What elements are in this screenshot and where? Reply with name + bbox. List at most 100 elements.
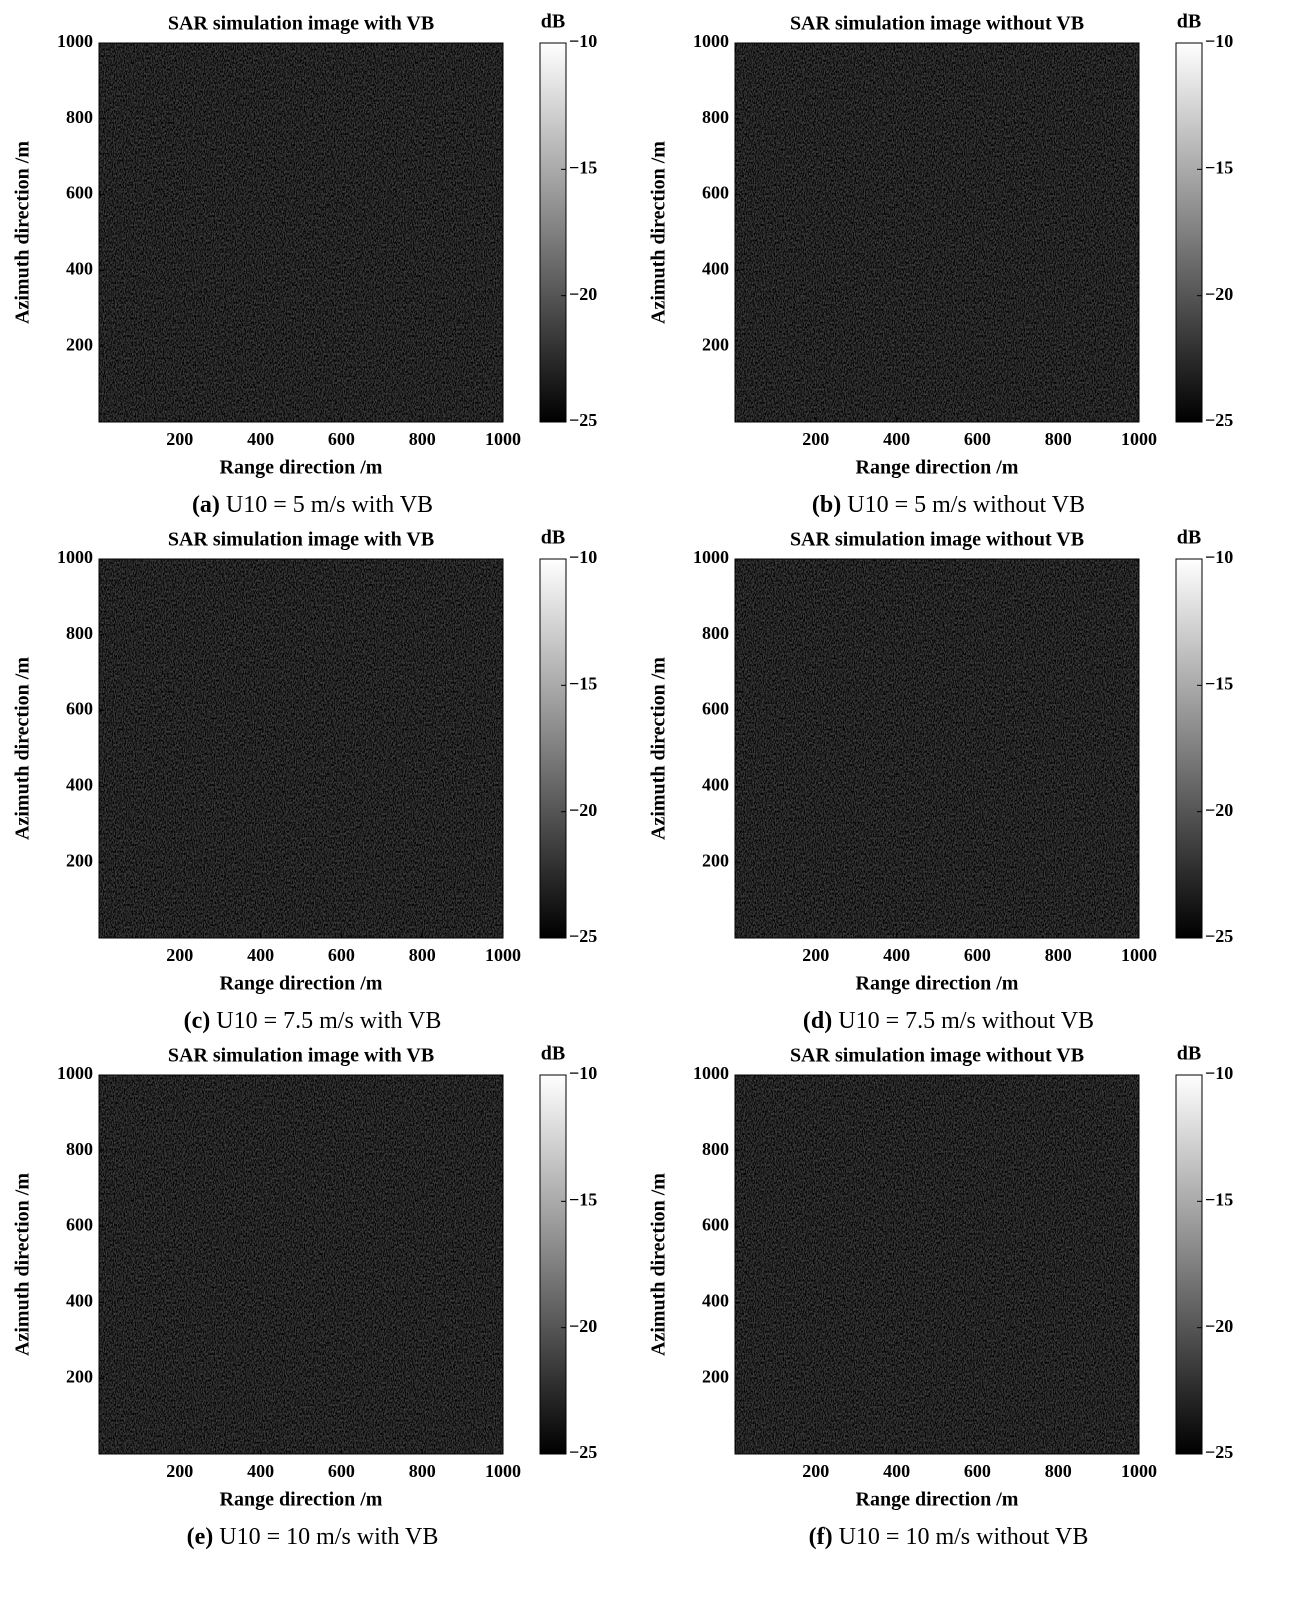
colorbar-tick-label: −15 <box>1205 157 1233 177</box>
axes-box <box>734 1074 1140 1455</box>
colorbar-tick-label: −20 <box>1205 800 1233 820</box>
x-axis-label: Range direction /m <box>856 1489 1019 1511</box>
x-axis-label: Range direction /m <box>220 457 383 479</box>
y-tick-label: 800 <box>702 623 729 643</box>
colorbar-tick-label: −20 <box>1205 284 1233 304</box>
x-tick-label: 1000 <box>1121 429 1157 449</box>
colorbar <box>1175 42 1203 423</box>
colorbar-tick-label: −20 <box>569 1316 597 1336</box>
colorbar <box>1175 1074 1203 1455</box>
caption: (c) U10 = 7.5 m/s with VB <box>184 1008 442 1034</box>
y-tick-label: 200 <box>702 850 729 870</box>
colorbar-tick-label: −10 <box>1205 1063 1233 1083</box>
caption: (e) U10 = 10 m/s with VB <box>187 1524 439 1550</box>
colorbar-tick-label: −15 <box>569 673 597 693</box>
colorbar-tick-label: −10 <box>569 1063 597 1083</box>
y-tick-label: 800 <box>66 1139 93 1159</box>
x-tick-label: 1000 <box>1121 945 1157 965</box>
y-tick-label: 600 <box>66 183 93 203</box>
chart-title: SAR simulation image with VB <box>168 13 434 35</box>
y-axis-label: Azimuth direction /m <box>648 657 670 840</box>
x-tick-label: 400 <box>883 429 910 449</box>
y-tick-label: 200 <box>66 850 93 870</box>
colorbar-tick-label: −25 <box>1205 1442 1233 1462</box>
y-tick-label: 200 <box>702 334 729 354</box>
colorbar-tick-label: −10 <box>1205 31 1233 51</box>
y-tick-label: 800 <box>702 1139 729 1159</box>
y-tick-label: 600 <box>702 183 729 203</box>
y-tick-label: 600 <box>66 699 93 719</box>
sar-image <box>99 1075 503 1454</box>
panel: SAR simulation image with VB 200 400 600 800… <box>12 1043 598 1550</box>
x-tick-label: 1000 <box>485 945 521 965</box>
colorbar-label: dB <box>1177 527 1201 549</box>
y-tick-label: 600 <box>66 1215 93 1235</box>
y-tick-label: 1000 <box>57 547 93 567</box>
x-tick-label: 1000 <box>1121 1461 1157 1481</box>
sar-image <box>99 43 503 422</box>
axes-box <box>98 42 504 423</box>
colorbar-tick-label: −20 <box>1205 1316 1233 1336</box>
colorbar-tick-label: −10 <box>569 547 597 567</box>
colorbar <box>539 1074 567 1455</box>
caption-text: U10 = 10 m/s without VB <box>839 1524 1089 1550</box>
axes-box <box>734 42 1140 423</box>
y-tick-label: 1000 <box>57 1063 93 1083</box>
x-tick-label: 600 <box>328 429 355 449</box>
x-tick-label: 800 <box>409 945 436 965</box>
colorbar-tick-label: −25 <box>1205 410 1233 430</box>
panel: SAR simulation image without VB 200 400 600… <box>648 11 1234 518</box>
x-tick-label: 200 <box>166 429 193 449</box>
colorbar-label: dB <box>541 527 565 549</box>
x-tick-label: 200 <box>802 945 829 965</box>
y-tick-label: 400 <box>66 1291 93 1311</box>
colorbar-tick-label: −20 <box>569 800 597 820</box>
y-tick-label: 400 <box>702 1291 729 1311</box>
x-tick-label: 800 <box>1045 429 1072 449</box>
sar-image <box>735 1075 1139 1454</box>
colorbar-tick-label: −10 <box>1205 547 1233 567</box>
x-tick-label: 800 <box>409 1461 436 1481</box>
caption: (d) U10 = 7.5 m/s without VB <box>803 1008 1094 1034</box>
chart-title: SAR simulation image with VB <box>168 1045 434 1067</box>
colorbar <box>1175 558 1203 939</box>
x-tick-label: 1000 <box>485 1461 521 1481</box>
x-tick-label: 600 <box>328 1461 355 1481</box>
y-tick-label: 200 <box>66 334 93 354</box>
y-axis-label: Azimuth direction /m <box>12 1173 34 1356</box>
colorbar-tick-label: −15 <box>569 157 597 177</box>
colorbar-tick-label: −25 <box>569 410 597 430</box>
y-tick-label: 600 <box>702 1215 729 1235</box>
caption: (b) U10 = 5 m/s without VB <box>812 492 1085 518</box>
chart-title: SAR simulation image without VB <box>790 13 1084 35</box>
colorbar <box>539 42 567 423</box>
colorbar-tick-label: −25 <box>569 926 597 946</box>
y-tick-label: 400 <box>66 259 93 279</box>
caption: (a) U10 = 5 m/s with VB <box>192 492 433 518</box>
x-axis-label: Range direction /m <box>856 973 1019 995</box>
sar-image <box>735 559 1139 938</box>
caption-letter: (a) <box>192 492 220 518</box>
x-tick-label: 800 <box>409 429 436 449</box>
panel: SAR simulation image without VB 200 400 600… <box>648 527 1234 1034</box>
colorbar-label: dB <box>541 11 565 33</box>
colorbar-label: dB <box>541 1043 565 1065</box>
caption-text: U10 = 5 m/s with VB <box>226 492 433 518</box>
caption-letter: (b) <box>812 492 841 518</box>
colorbar-tick-label: −15 <box>1205 1189 1233 1209</box>
y-tick-label: 800 <box>66 623 93 643</box>
y-tick-label: 600 <box>702 699 729 719</box>
axes-box <box>98 558 504 939</box>
caption-letter: (f) <box>809 1524 833 1550</box>
x-tick-label: 400 <box>883 945 910 965</box>
x-tick-label: 200 <box>802 429 829 449</box>
caption-text: U10 = 10 m/s with VB <box>219 1524 438 1550</box>
colorbar-label: dB <box>1177 1043 1201 1065</box>
y-tick-label: 1000 <box>57 31 93 51</box>
colorbar <box>539 558 567 939</box>
x-tick-label: 400 <box>247 429 274 449</box>
caption-letter: (d) <box>803 1008 832 1034</box>
chart-title: SAR simulation image without VB <box>790 529 1084 551</box>
caption-letter: (e) <box>187 1524 214 1550</box>
